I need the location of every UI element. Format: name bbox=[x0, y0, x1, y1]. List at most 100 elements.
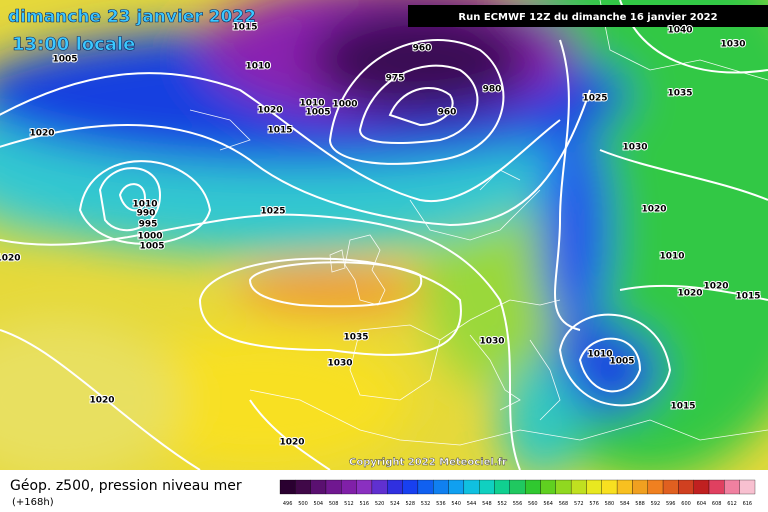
color-swatch bbox=[356, 479, 373, 495]
color-swatch bbox=[295, 479, 311, 495]
isobar-label: 995 bbox=[139, 220, 158, 230]
scale-label: 520 bbox=[375, 501, 385, 507]
color-swatch bbox=[417, 479, 434, 495]
scale-label: 588 bbox=[635, 501, 645, 507]
scale-label: 508 bbox=[329, 501, 339, 507]
isobar-label: 1000 bbox=[137, 232, 162, 242]
color-swatch bbox=[724, 479, 740, 495]
scale-label: 564 bbox=[543, 501, 553, 507]
isobar-label: 960 bbox=[438, 108, 457, 118]
scale-label: 512 bbox=[344, 501, 354, 507]
isobar-label: 1035 bbox=[667, 89, 692, 99]
isobar-label: 990 bbox=[137, 209, 156, 219]
isobar-label: 1030 bbox=[479, 337, 504, 347]
scale-label: 540 bbox=[451, 501, 461, 507]
isobar-label: 1010 bbox=[132, 200, 157, 210]
isobar-label: 1015 bbox=[670, 402, 695, 412]
scale-label: 560 bbox=[528, 501, 538, 507]
isobar-label: 1020 bbox=[641, 205, 666, 215]
color-swatch bbox=[494, 479, 510, 495]
color-swatch bbox=[525, 479, 541, 495]
copyright: Copyright 2022 Meteociel.fr bbox=[349, 457, 507, 468]
scale-label: 544 bbox=[467, 501, 477, 507]
color-swatch bbox=[279, 479, 296, 495]
scale-label: 496 bbox=[283, 501, 293, 507]
isobar-label: 1010 bbox=[587, 350, 612, 360]
isobar-label: 1010 bbox=[299, 99, 324, 109]
isobar-labels: 1015100510101020102010151010100510009609… bbox=[0, 22, 762, 449]
scale-label: 548 bbox=[482, 501, 492, 507]
color-swatch bbox=[479, 479, 495, 495]
isobar-label: 1035 bbox=[343, 333, 368, 343]
color-swatch bbox=[555, 479, 572, 495]
color-swatch bbox=[448, 479, 465, 495]
isobar-label: 1005 bbox=[52, 55, 77, 65]
color-swatch bbox=[570, 479, 587, 495]
isobar-label: 1020 bbox=[89, 396, 114, 406]
isobar-label: 1020 bbox=[279, 438, 304, 448]
isobar-label: 1015 bbox=[735, 292, 760, 302]
lead-time: (+168h) bbox=[12, 497, 54, 508]
isobar-label: 1025 bbox=[582, 94, 607, 104]
isobar-label: 1025 bbox=[260, 207, 285, 217]
color-swatch bbox=[586, 479, 602, 495]
color-swatch bbox=[402, 479, 419, 495]
color-swatch bbox=[708, 479, 725, 495]
scale-label: 504 bbox=[314, 501, 324, 507]
footer-title: Géop. z500, pression niveau mer bbox=[10, 478, 242, 494]
isobar-label: 1030 bbox=[327, 359, 352, 369]
isobar-label: 1005 bbox=[305, 108, 330, 118]
scale-label: 604 bbox=[697, 501, 707, 507]
scale-label: 516 bbox=[360, 501, 370, 507]
scale-label: 524 bbox=[390, 501, 400, 507]
time: 13:00 locale bbox=[12, 34, 135, 55]
scale-label: 616 bbox=[743, 501, 753, 507]
color-swatch bbox=[387, 479, 403, 495]
scale-label: 572 bbox=[574, 501, 584, 507]
color-swatch bbox=[310, 479, 327, 495]
color-swatch bbox=[678, 479, 694, 495]
scale-label: 612 bbox=[727, 501, 737, 507]
isobar-label: 1015 bbox=[267, 126, 292, 136]
scale-label: 556 bbox=[513, 501, 523, 507]
isobar-label: 980 bbox=[483, 85, 502, 95]
color-swatch bbox=[632, 479, 648, 495]
scale-label: 596 bbox=[666, 501, 676, 507]
color-swatch bbox=[662, 479, 679, 495]
date: dimanche 23 janvier 2022 bbox=[8, 7, 256, 27]
isobar-label: 1005 bbox=[609, 357, 634, 367]
isobar-label: 1010 bbox=[659, 252, 684, 262]
isobar-label: 1020 bbox=[29, 129, 54, 139]
color-swatch bbox=[371, 479, 388, 495]
color-swatch bbox=[540, 479, 556, 495]
scale-label: 600 bbox=[681, 501, 691, 507]
color-swatch bbox=[341, 479, 357, 495]
scale-label: 584 bbox=[620, 501, 630, 507]
scale-label: 608 bbox=[712, 501, 722, 507]
isobar-label: 1015 bbox=[232, 23, 257, 33]
color-swatch bbox=[601, 479, 618, 495]
color-swatch bbox=[433, 479, 449, 495]
isobar-label: 1010 bbox=[245, 62, 270, 72]
run-box bbox=[408, 5, 768, 27]
color-swatch bbox=[739, 479, 756, 495]
color-swatch bbox=[509, 479, 526, 495]
isobar-label: 1030 bbox=[622, 143, 647, 153]
scale-label: 568 bbox=[559, 501, 569, 507]
isobar-label: 1020 bbox=[0, 254, 21, 264]
color-swatch bbox=[325, 479, 342, 495]
isobar-label: 975 bbox=[386, 74, 405, 84]
color-scale: 496 500 504 508 512 516 520 524 528 532 536 540 544 5… bbox=[279, 479, 756, 507]
isobar-label: 1020 bbox=[257, 106, 282, 116]
isobar-label: 1005 bbox=[139, 242, 164, 252]
scale-label: 576 bbox=[589, 501, 599, 507]
isobar-label: 1040 bbox=[667, 26, 692, 36]
scale-label: 500 bbox=[298, 501, 308, 507]
color-swatch bbox=[693, 479, 710, 495]
isobar-label: 1000 bbox=[332, 100, 357, 110]
run-info: Run ECMWF 12Z du dimanche 16 janvier 202… bbox=[458, 12, 717, 23]
scale-label: 532 bbox=[421, 501, 431, 507]
scale-label: 528 bbox=[405, 501, 415, 507]
isobar-label: 1020 bbox=[677, 289, 702, 299]
